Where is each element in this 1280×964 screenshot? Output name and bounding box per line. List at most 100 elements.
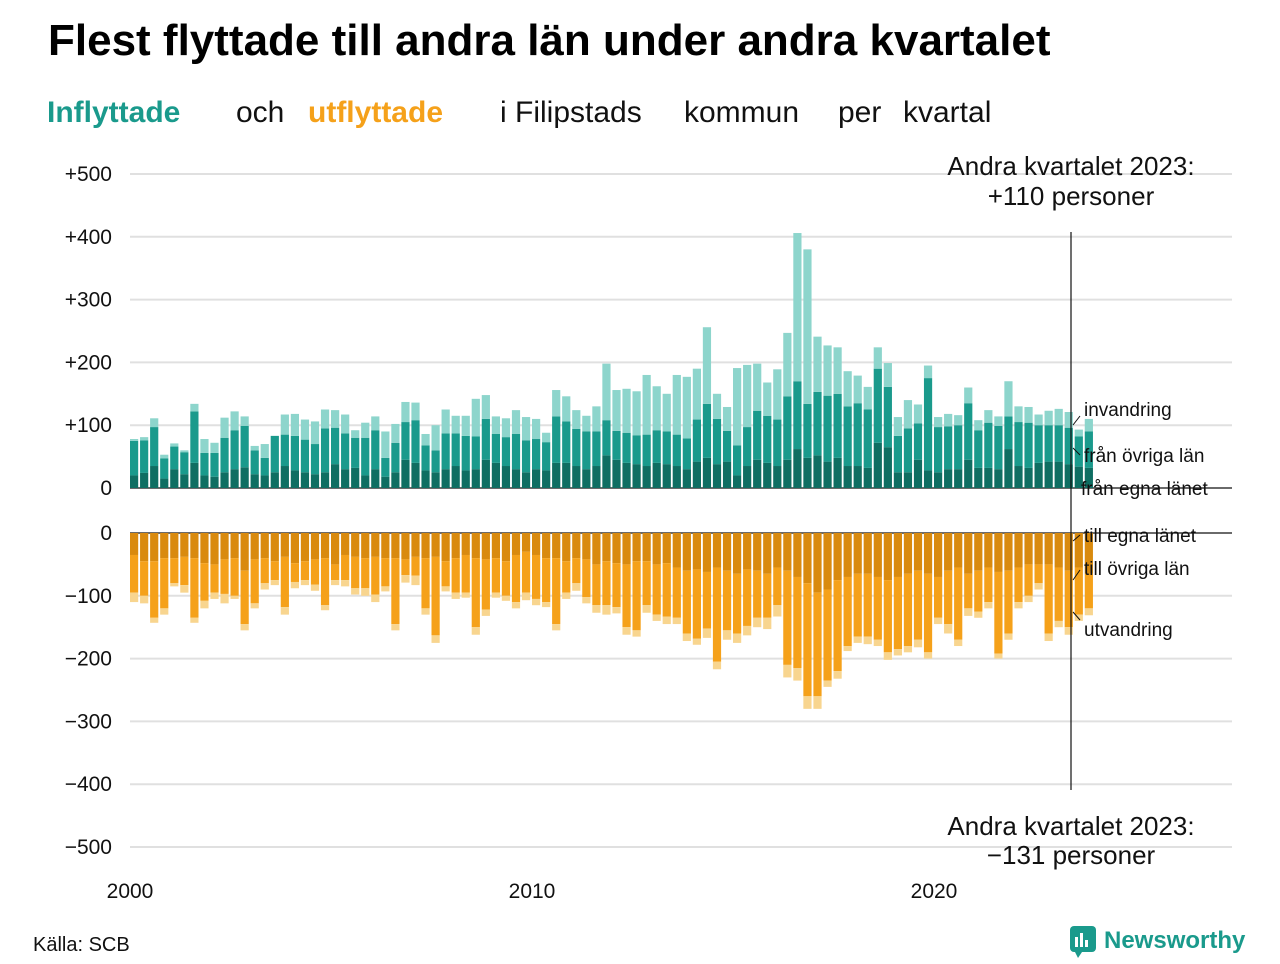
bar-out-segment [602, 605, 611, 615]
bar-out-segment [552, 558, 561, 625]
bar-out-segment [160, 533, 169, 559]
bar-out-segment [612, 563, 621, 608]
bar-out-segment [1044, 633, 1053, 642]
bar-in-segment [250, 450, 259, 475]
bar-in-segment [401, 459, 410, 488]
bar-out-segment [411, 533, 420, 557]
bar-in-segment [210, 476, 219, 488]
bar-out-segment [190, 533, 199, 559]
bar-in-segment [712, 418, 722, 465]
bar-in-segment [934, 472, 943, 488]
bar-in-segment [923, 378, 933, 471]
bar-out-segment [843, 576, 852, 647]
bar-in-segment [1004, 381, 1013, 417]
bottom-ytick-label: −500 [65, 836, 112, 859]
bar-in-segment [461, 415, 470, 436]
top-annotation-line1: Andra kvartalet 2023: [947, 151, 1194, 181]
bar-in-segment [1024, 406, 1033, 423]
bar-in-segment [331, 427, 340, 465]
bar-in-segment [310, 444, 320, 475]
bar-in-segment [511, 410, 521, 434]
bar-out-segment [190, 617, 199, 623]
bar-out-segment [250, 559, 259, 604]
bar-out-segment [873, 533, 882, 577]
bar-out-segment [712, 567, 722, 662]
bar-out-segment [1084, 573, 1093, 609]
bar-out-segment [592, 564, 601, 606]
bar-out-segment [1034, 583, 1043, 590]
bar-in-segment [1014, 422, 1023, 467]
bar-in-segment [733, 475, 742, 488]
label-till-egna-lanet: till egna länet [1084, 526, 1197, 547]
bar-out-segment [1084, 608, 1093, 616]
bar-in-segment [441, 409, 450, 434]
bar-out-segment [210, 592, 219, 599]
bar-out-segment [903, 646, 913, 653]
bar-out-segment [1044, 564, 1053, 634]
bar-in-segment [763, 462, 772, 488]
bar-in-segment [883, 386, 892, 448]
bar-in-segment [622, 462, 631, 488]
bar-in-segment [572, 466, 581, 488]
bar-out-segment [753, 617, 762, 628]
bar-in-segment [562, 396, 571, 422]
bar-in-segment [361, 475, 370, 488]
bar-in-segment [521, 440, 531, 473]
bar-out-segment [170, 533, 179, 559]
bar-in-segment [270, 472, 279, 488]
bar-in-segment [974, 467, 983, 488]
bar-out-segment [461, 554, 470, 593]
bar-in-segment [351, 467, 360, 488]
bar-in-segment [1034, 462, 1043, 488]
bar-out-segment [220, 593, 229, 604]
bar-out-segment [712, 661, 722, 670]
bar-in-segment [532, 439, 541, 470]
bar-in-segment [240, 425, 249, 468]
bar-out-segment [944, 533, 953, 571]
bar-in-segment [702, 457, 712, 488]
bar-out-segment [572, 558, 581, 584]
subtitle-kommun: kommun [684, 96, 799, 129]
bar-out-segment [984, 602, 993, 609]
bar-in-segment [833, 347, 842, 394]
bar-in-segment [793, 449, 802, 488]
bar-in-segment [733, 445, 742, 476]
bar-out-segment [672, 533, 681, 568]
bar-in-segment [944, 469, 953, 488]
label-till-ovriga-lan: till övriga län [1084, 559, 1190, 580]
bar-out-segment [491, 592, 500, 598]
bar-in-segment [1044, 410, 1053, 426]
bar-in-segment [140, 437, 149, 441]
bar-out-segment [793, 533, 802, 577]
bar-out-segment [652, 614, 661, 621]
bar-in-segment [461, 470, 470, 488]
bar-in-segment [501, 418, 511, 438]
bar-out-segment [280, 556, 289, 608]
bar-in-segment [290, 470, 299, 488]
bar-out-segment [833, 580, 842, 672]
bar-out-segment [944, 570, 953, 625]
bar-out-segment [863, 573, 872, 637]
bar-out-segment [1074, 533, 1083, 568]
bar-out-segment [532, 598, 541, 606]
bar-in-segment [421, 470, 430, 488]
leader-till-ovriga-lan [1072, 569, 1081, 581]
bar-out-segment [753, 570, 762, 618]
subtitle-och: och [236, 96, 284, 129]
bar-in-segment [260, 444, 269, 458]
bar-out-segment [331, 580, 340, 586]
bar-out-segment [1014, 533, 1023, 568]
bar-out-segment [180, 533, 189, 557]
bar-out-segment [913, 639, 923, 648]
bar-out-segment [542, 558, 551, 603]
bar-out-segment [582, 597, 591, 604]
bar-in-segment [421, 433, 430, 446]
bar-in-segment [180, 450, 189, 453]
ticks-layer: +500 +400 +300 +200 +100 0 0 −100 −200 −300 −400 −5… [65, 163, 958, 903]
bar-in-segment [320, 409, 330, 429]
bar-in-segment [984, 467, 993, 488]
bar-in-segment [1074, 466, 1083, 488]
bar-in-segment [511, 433, 521, 470]
label-fran-ovriga-lan: från övriga län [1084, 446, 1204, 467]
bar-out-segment [532, 554, 541, 599]
